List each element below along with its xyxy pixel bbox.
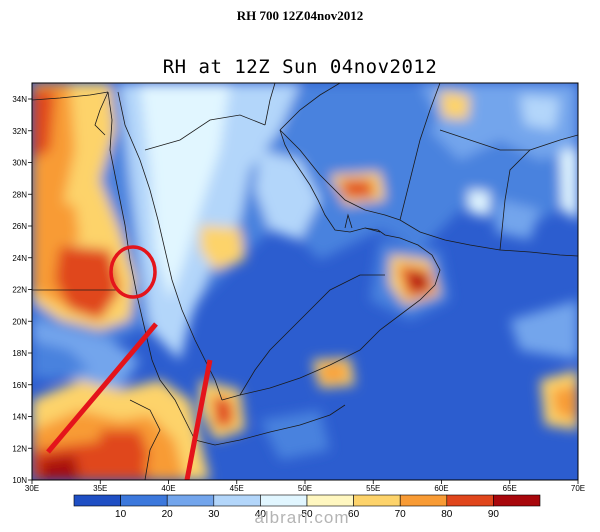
annotations: [46, 245, 213, 480]
watermark: albrari.com: [254, 508, 350, 527]
lon-tick-label: 70E: [571, 484, 585, 493]
colorbar-label: 80: [441, 509, 453, 520]
lat-tick-label: 28N: [12, 190, 27, 199]
colorbar-label: 70: [395, 509, 407, 520]
rh-field: [32, 83, 578, 480]
lat-tick-label: 32N: [12, 127, 27, 136]
page-title: RH 700 12Z04nov2012: [236, 8, 364, 23]
colorbar-swatch: [260, 494, 308, 507]
lon-tick-label: 30E: [25, 484, 39, 493]
lat-tick-label: 18N: [12, 349, 27, 358]
lat-tick-label: 26N: [12, 222, 27, 231]
red-line-left: [46, 322, 158, 454]
lat-tick-label: 22N: [12, 286, 27, 295]
latitude-axis: 34N 32N 30N 28N 26N 24N 22N 20N 18N 16N 14N 12N 10N: [12, 95, 32, 485]
colorbar-labels: 10 20 30 40 50 60 70 80 90: [115, 509, 499, 520]
lat-tick-label: 12N: [12, 444, 27, 453]
colorbar-swatch: [73, 494, 121, 507]
colorbar-swatch: [399, 494, 448, 507]
red-circle: [109, 245, 157, 299]
colorbar-label: 60: [348, 509, 360, 520]
red-line-right: [184, 359, 213, 480]
lon-tick-label: 35E: [93, 484, 107, 493]
colorbar-label: 50: [301, 509, 313, 520]
colorbar-swatch: [166, 494, 215, 507]
colorbar-swatch: [120, 494, 168, 507]
lat-tick-label: 14N: [12, 413, 27, 422]
colorbar-swatch: [493, 494, 541, 507]
coastlines: [32, 83, 578, 480]
lon-tick-label: 45E: [230, 484, 244, 493]
lon-tick-label: 65E: [503, 484, 517, 493]
colorbar-label: 20: [162, 509, 174, 520]
lat-tick-label: 10N: [12, 476, 27, 485]
lat-tick-label: 24N: [12, 254, 27, 263]
colorbar-swatch: [306, 494, 354, 507]
colorbar-label: 10: [115, 509, 127, 520]
lat-tick-label: 34N: [12, 95, 27, 104]
lat-tick-label: 20N: [12, 317, 27, 326]
colorbar-label: 90: [488, 509, 500, 520]
longitude-axis: 30E 35E 40E 45E 50E 55E 60E 65E 70E: [25, 480, 585, 493]
lon-tick-label: 60E: [434, 484, 448, 493]
lat-tick-label: 16N: [12, 381, 27, 390]
lon-tick-label: 40E: [161, 484, 175, 493]
colorbar-label: 40: [255, 509, 267, 520]
colorbar-swatch: [213, 494, 261, 507]
colorbar: [73, 494, 541, 507]
lon-tick-label: 55E: [366, 484, 380, 493]
lat-tick-label: 30N: [12, 159, 27, 168]
colorbar-swatch: [446, 494, 494, 507]
lon-tick-label: 50E: [298, 484, 312, 493]
colorbar-label: 30: [208, 509, 220, 520]
map-title: RH at 12Z Sun 04nov2012: [162, 56, 438, 78]
colorbar-swatch: [353, 494, 401, 507]
